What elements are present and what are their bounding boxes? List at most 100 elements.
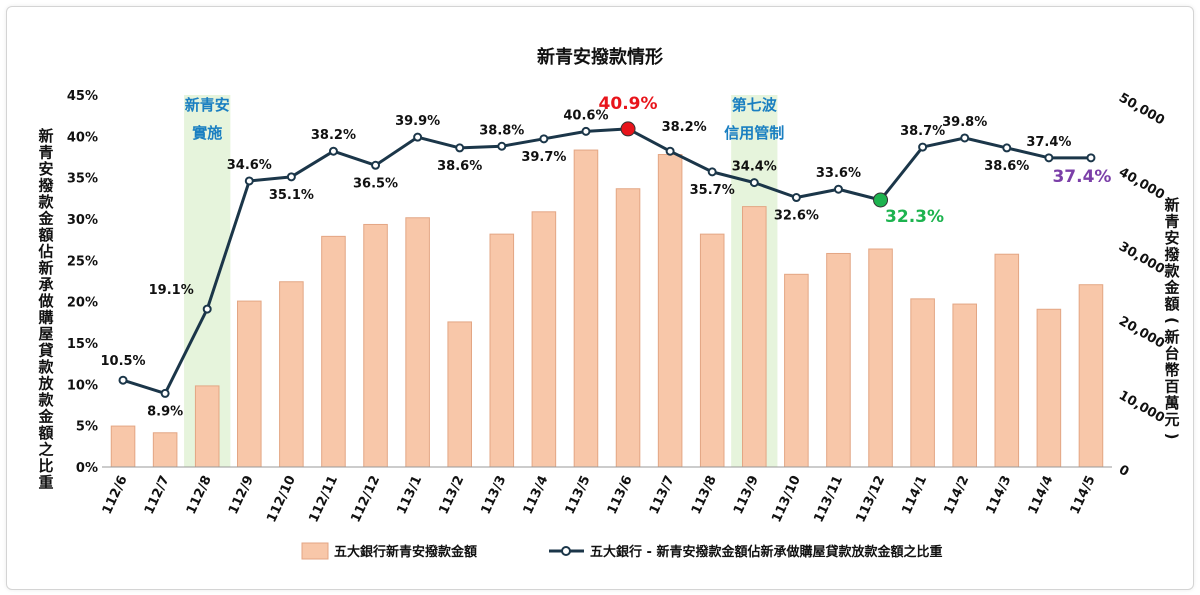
right-axis-title-char: 額 — [1163, 295, 1179, 313]
line-marker-113/11 — [833, 184, 843, 194]
line-marker-112/7 — [160, 388, 170, 398]
left-axis-title-char: 承 — [38, 276, 53, 294]
x-tick-label: 114/4 — [1026, 473, 1057, 516]
right-axis-title-char: 幣 — [1164, 361, 1179, 379]
highlight-label-114/5: 37.4% — [1052, 167, 1111, 187]
left-tick-label: 35% — [67, 172, 98, 187]
left-axis-title-char: 金 — [37, 408, 54, 426]
right-axis-title-char: 青 — [1164, 213, 1179, 231]
line-marker-112/10 — [286, 172, 296, 182]
x-tick-label: 112/12 — [348, 473, 383, 525]
x-tick-label: 113/12 — [853, 473, 888, 525]
legend: 五大銀行新青安撥款金額 五大銀行 - 新青安撥款金額佔新承做購屋貸款放款金額之比… — [301, 542, 942, 560]
right-axis-title-char: 安 — [1164, 229, 1179, 247]
left-axis-title-char: 佔 — [37, 243, 53, 261]
annotation-label-1: 第七波 — [732, 96, 778, 114]
right-axis-title-char: 款 — [1164, 262, 1180, 280]
bar-114/1 — [910, 298, 935, 468]
bar-112/10 — [279, 281, 304, 468]
right-axis-title-char: 金 — [1163, 279, 1180, 297]
left-axis-title-char: 新 — [38, 259, 53, 277]
x-tick-label: 113/4 — [521, 473, 552, 516]
data-label-112/11: 38.2% — [311, 128, 356, 143]
left-tick-label: 40% — [67, 130, 98, 145]
bar-113/9 — [742, 206, 767, 468]
left-axis-title-char: 款 — [38, 391, 54, 409]
right-axis-title-char: 新 — [1164, 196, 1179, 214]
x-tick-label: 114/1 — [899, 473, 930, 516]
highlight-label-113/6: 40.9% — [599, 94, 658, 114]
line-marker-112/11 — [328, 146, 338, 156]
right-axis-title-char: 元 — [1164, 411, 1179, 429]
data-label-114/2: 39.8% — [942, 115, 987, 130]
line-marker-113/4 — [539, 134, 549, 144]
x-tick-label: 113/8 — [689, 473, 720, 516]
left-axis-title-char: 比 — [38, 457, 53, 475]
x-tick-label: 114/5 — [1068, 473, 1099, 516]
right-axis-title-char: 撥 — [1164, 246, 1180, 264]
line-marker-114/3 — [1002, 143, 1012, 153]
highlight-marker-113/6 — [620, 121, 636, 137]
line-marker-113/1 — [413, 132, 423, 142]
annotation-label-0: 新青安 — [185, 96, 230, 114]
right-axis-title-char: 台 — [1164, 345, 1179, 363]
data-label-112/7: 8.9% — [147, 404, 183, 419]
x-tick-label: 112/6 — [100, 473, 131, 516]
annotation-label-1: 信用管制 — [724, 124, 784, 142]
left-tick-label: 45% — [67, 89, 98, 104]
left-axis-title-char: 安 — [38, 160, 53, 178]
left-axis-title: 新青安撥款金額佔新承做購屋貸款放款金額之比重 — [37, 127, 54, 492]
bar-113/3 — [489, 233, 515, 468]
bar-113/1 — [405, 217, 430, 468]
bar-113/5 — [573, 149, 599, 468]
left-tick-label: 10% — [67, 378, 98, 393]
bar-114/4 — [1036, 308, 1062, 468]
bar-114/5 — [1078, 284, 1104, 468]
data-label-114/3: 38.6% — [984, 159, 1029, 174]
data-label-113/3: 38.8% — [479, 123, 524, 138]
bar-114/2 — [952, 303, 977, 468]
bar-113/6 — [615, 188, 641, 468]
left-axis-title-char: 撥 — [38, 177, 54, 195]
left-axis-title-char: 青 — [38, 144, 53, 162]
data-label-113/11: 33.6% — [816, 166, 861, 181]
left-axis-title-char: 屋 — [38, 325, 53, 343]
data-label-113/8: 35.7% — [690, 183, 735, 198]
legend-swatch-marker — [561, 546, 571, 556]
bar-113/11 — [826, 252, 851, 468]
line-marker-112/12 — [371, 160, 381, 170]
left-axis-title-char: 額 — [37, 226, 53, 244]
line-marker-113/7 — [665, 146, 675, 156]
data-label-113/7: 38.2% — [662, 120, 707, 135]
bar-113/2 — [447, 321, 472, 468]
data-label-112/12: 36.5% — [353, 176, 398, 191]
x-tick-label: 113/10 — [769, 473, 804, 525]
left-axis-title-char: 貸 — [38, 342, 53, 360]
line-marker-113/10 — [791, 193, 801, 203]
ratio-line — [122, 127, 1091, 395]
bar-113/8 — [699, 233, 725, 468]
line-marker-113/9 — [749, 178, 759, 188]
left-tick-label: 20% — [67, 296, 98, 311]
chart-title: 新青安撥款情形 — [537, 46, 663, 68]
x-tick-label: 113/1 — [394, 473, 425, 516]
data-label-113/4: 39.7% — [521, 150, 566, 165]
data-label-113/9: 34.4% — [732, 160, 777, 175]
data-label-112/10: 35.1% — [269, 188, 314, 203]
line-marker-112/8 — [202, 304, 212, 314]
data-label-113/2: 38.6% — [437, 159, 482, 174]
x-tick-label: 113/2 — [436, 473, 467, 516]
x-axis-ticks: 112/6 112/7 112/8 112/9 112/10 112/11 112/12 11… — [100, 473, 1099, 525]
left-axis-title-char: 之 — [38, 441, 53, 459]
right-axis-title-char: ( — [1163, 317, 1181, 324]
data-label-112/8: 19.1% — [149, 283, 194, 298]
left-tick-label: 30% — [67, 213, 98, 228]
line-marker-114/1 — [918, 142, 928, 152]
x-tick-label: 112/8 — [184, 473, 215, 516]
data-label-113/5: 40.6% — [563, 108, 608, 123]
x-tick-label: 113/3 — [479, 473, 510, 516]
line-marker-114/2 — [960, 133, 970, 143]
